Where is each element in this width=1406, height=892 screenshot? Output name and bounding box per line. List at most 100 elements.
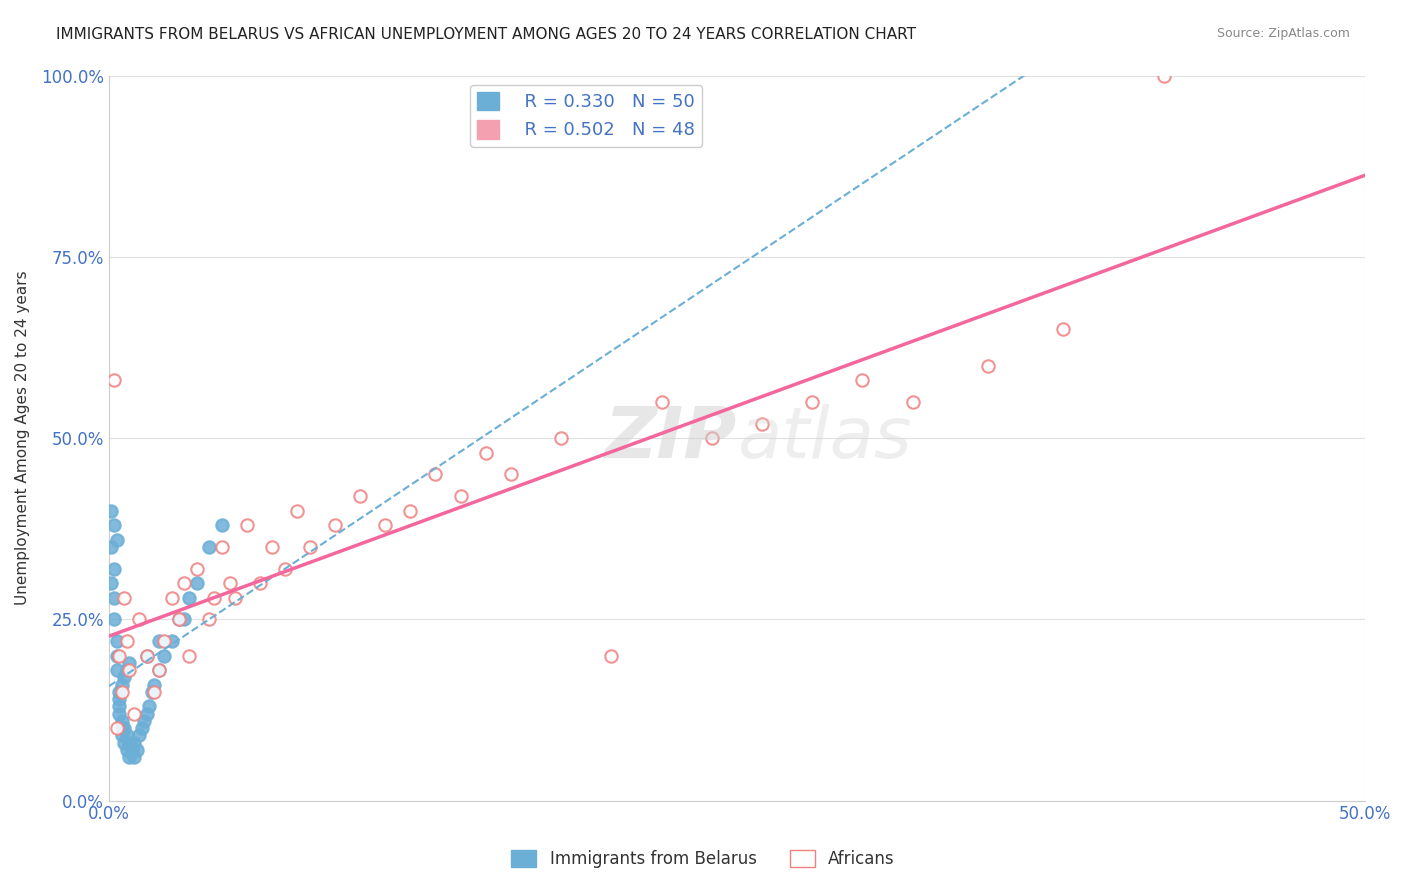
Point bbox=[349, 489, 371, 503]
Point bbox=[105, 721, 128, 735]
Point bbox=[134, 714, 156, 728]
Point bbox=[374, 518, 396, 533]
Point bbox=[298, 540, 321, 554]
Point bbox=[108, 706, 131, 721]
Point bbox=[108, 699, 131, 714]
Point bbox=[262, 540, 284, 554]
Point bbox=[110, 728, 132, 742]
Point bbox=[115, 728, 138, 742]
Point bbox=[651, 394, 673, 409]
Point bbox=[249, 576, 271, 591]
Text: ZIP: ZIP bbox=[605, 403, 737, 473]
Point bbox=[110, 714, 132, 728]
Point bbox=[186, 561, 208, 575]
Point bbox=[198, 612, 221, 626]
Point bbox=[153, 634, 176, 648]
Point bbox=[143, 677, 166, 691]
Point bbox=[108, 692, 131, 706]
Point bbox=[112, 591, 135, 605]
Point bbox=[108, 685, 131, 699]
Point bbox=[103, 591, 125, 605]
Point bbox=[1153, 69, 1175, 83]
Point bbox=[425, 467, 447, 482]
Point bbox=[118, 656, 141, 670]
Point bbox=[103, 518, 125, 533]
Point bbox=[105, 634, 128, 648]
Point bbox=[112, 736, 135, 750]
Point bbox=[138, 699, 160, 714]
Point bbox=[1052, 322, 1074, 336]
Point bbox=[173, 612, 195, 626]
Point bbox=[108, 648, 131, 663]
Point bbox=[198, 540, 221, 554]
Point bbox=[141, 685, 163, 699]
Point bbox=[399, 503, 422, 517]
Point bbox=[110, 721, 132, 735]
Point bbox=[128, 728, 150, 742]
Legend: Immigrants from Belarus, Africans: Immigrants from Belarus, Africans bbox=[505, 843, 901, 875]
Point bbox=[105, 648, 128, 663]
Point bbox=[122, 736, 145, 750]
Point bbox=[112, 721, 135, 735]
Point bbox=[160, 591, 183, 605]
Point bbox=[218, 576, 240, 591]
Point bbox=[112, 670, 135, 684]
Point bbox=[153, 648, 176, 663]
Point bbox=[204, 591, 226, 605]
Point bbox=[148, 663, 170, 677]
Point bbox=[100, 540, 122, 554]
Point bbox=[285, 503, 308, 517]
Point bbox=[450, 489, 472, 503]
Point bbox=[211, 540, 233, 554]
Point bbox=[474, 445, 496, 459]
Point bbox=[103, 561, 125, 575]
Point bbox=[186, 576, 208, 591]
Text: Source: ZipAtlas.com: Source: ZipAtlas.com bbox=[1216, 27, 1350, 40]
Point bbox=[169, 612, 191, 626]
Legend:   R = 0.330   N = 50,   R = 0.502   N = 48: R = 0.330 N = 50, R = 0.502 N = 48 bbox=[470, 85, 703, 146]
Point bbox=[115, 634, 138, 648]
Y-axis label: Unemployment Among Ages 20 to 24 years: Unemployment Among Ages 20 to 24 years bbox=[15, 271, 30, 606]
Point bbox=[115, 743, 138, 757]
Point bbox=[211, 518, 233, 533]
Point bbox=[977, 359, 1000, 373]
Text: atlas: atlas bbox=[737, 403, 911, 473]
Point bbox=[135, 648, 157, 663]
Point bbox=[274, 561, 297, 575]
Point bbox=[118, 663, 141, 677]
Point bbox=[143, 685, 166, 699]
Point bbox=[224, 591, 246, 605]
Point bbox=[801, 394, 824, 409]
Point bbox=[851, 373, 873, 387]
Point bbox=[323, 518, 346, 533]
Point bbox=[122, 706, 145, 721]
Point bbox=[751, 417, 773, 431]
Point bbox=[105, 663, 128, 677]
Point bbox=[135, 648, 157, 663]
Point bbox=[118, 750, 141, 764]
Point bbox=[128, 612, 150, 626]
Point bbox=[125, 743, 148, 757]
Point bbox=[499, 467, 522, 482]
Point bbox=[901, 394, 924, 409]
Point bbox=[550, 431, 572, 445]
Text: IMMIGRANTS FROM BELARUS VS AFRICAN UNEMPLOYMENT AMONG AGES 20 TO 24 YEARS CORREL: IMMIGRANTS FROM BELARUS VS AFRICAN UNEMP… bbox=[56, 27, 917, 42]
Point bbox=[118, 736, 141, 750]
Point bbox=[236, 518, 259, 533]
Point bbox=[179, 591, 201, 605]
Point bbox=[160, 634, 183, 648]
Point bbox=[173, 576, 195, 591]
Point bbox=[600, 648, 623, 663]
Point bbox=[110, 685, 132, 699]
Point bbox=[148, 634, 170, 648]
Point bbox=[115, 663, 138, 677]
Point bbox=[105, 533, 128, 547]
Point bbox=[700, 431, 723, 445]
Point bbox=[148, 663, 170, 677]
Point bbox=[100, 503, 122, 517]
Point bbox=[110, 677, 132, 691]
Point bbox=[122, 750, 145, 764]
Point bbox=[135, 706, 157, 721]
Point bbox=[179, 648, 201, 663]
Point bbox=[103, 612, 125, 626]
